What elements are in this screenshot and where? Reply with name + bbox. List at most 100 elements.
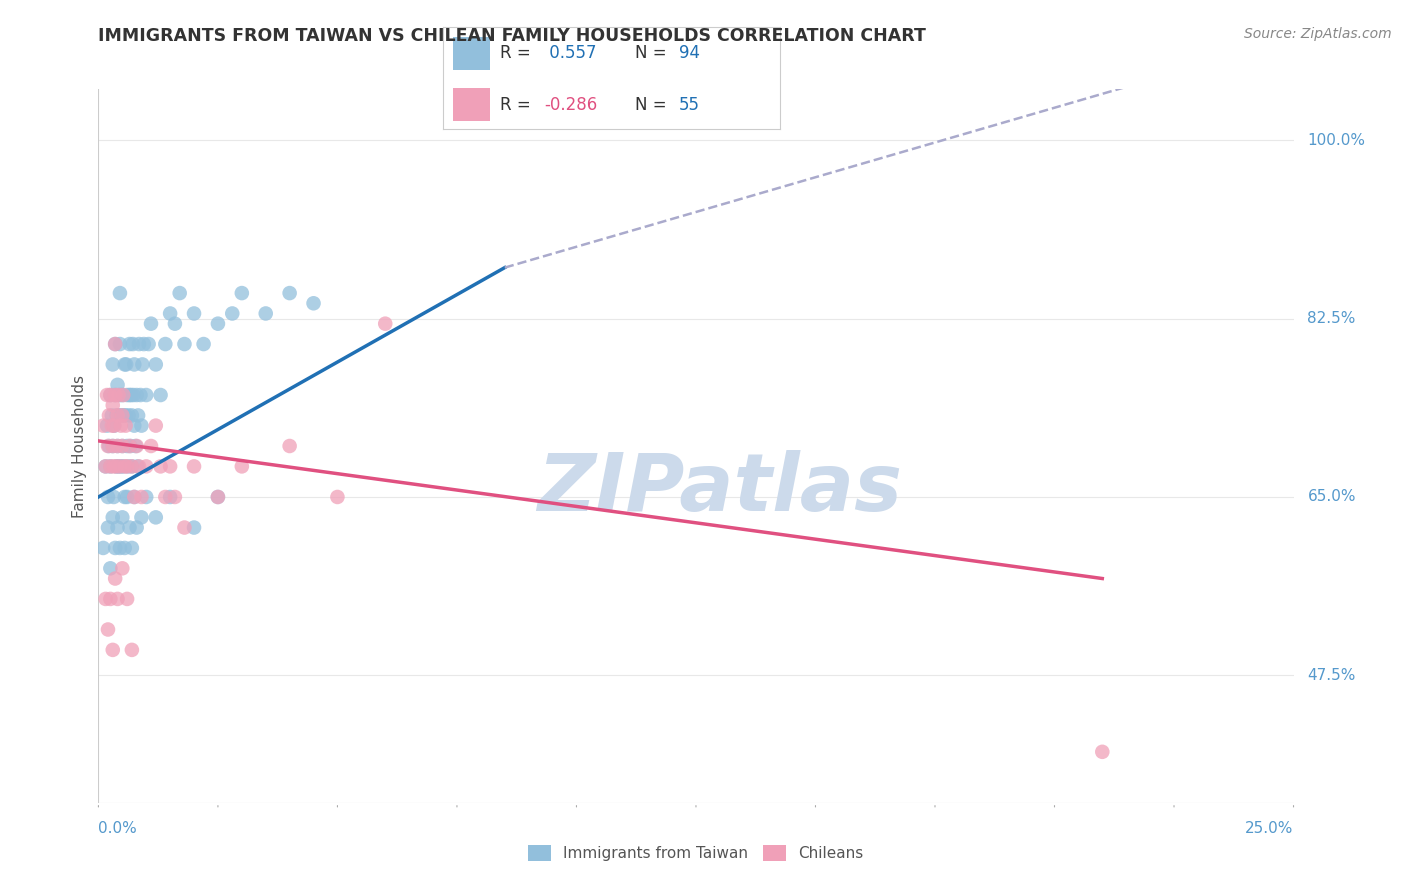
Point <box>221 306 243 320</box>
Point <box>169 286 191 301</box>
Point <box>159 459 181 474</box>
Point <box>115 459 138 474</box>
Point <box>125 439 148 453</box>
Point <box>120 439 142 453</box>
Point <box>193 337 215 351</box>
Point <box>115 388 138 402</box>
Point <box>118 337 141 351</box>
Text: 0.0%: 0.0% <box>98 822 138 837</box>
Point <box>107 439 129 453</box>
Point <box>128 459 150 474</box>
Point <box>101 439 124 453</box>
Point <box>278 286 301 301</box>
Point <box>125 520 148 534</box>
Point <box>96 388 118 402</box>
Point <box>121 541 143 555</box>
Point <box>98 459 122 474</box>
Point <box>104 337 127 351</box>
Point <box>131 358 153 372</box>
Point <box>103 418 125 433</box>
Text: IMMIGRANTS FROM TAIWAN VS CHILEAN FAMILY HOUSEHOLDS CORRELATION CHART: IMMIGRANTS FROM TAIWAN VS CHILEAN FAMILY… <box>98 27 927 45</box>
Point <box>155 490 177 504</box>
Point <box>124 490 146 504</box>
Bar <box>453 88 491 121</box>
Point <box>115 490 138 504</box>
Point <box>207 490 229 504</box>
Point <box>103 490 125 504</box>
Point <box>117 409 139 423</box>
Text: 0.557: 0.557 <box>544 45 596 62</box>
Point <box>207 490 229 504</box>
Point <box>110 409 132 423</box>
Point <box>104 337 127 351</box>
Point <box>183 520 205 534</box>
Point <box>108 459 131 474</box>
Point <box>111 510 134 524</box>
Point <box>114 459 136 474</box>
Point <box>97 623 120 637</box>
Point <box>121 643 143 657</box>
Point <box>115 439 138 453</box>
Point <box>104 541 127 555</box>
Point <box>97 490 120 504</box>
Point <box>145 418 167 433</box>
Point <box>107 409 129 423</box>
Point <box>98 561 122 575</box>
Point <box>98 459 122 474</box>
Point <box>105 459 128 474</box>
Text: -0.286: -0.286 <box>544 95 598 113</box>
Point <box>108 409 131 423</box>
Point <box>105 409 128 423</box>
Point <box>114 358 136 372</box>
Bar <box>453 37 491 70</box>
Point <box>108 286 131 301</box>
Point <box>111 561 134 575</box>
Point <box>107 439 129 453</box>
Point <box>101 398 124 412</box>
Point <box>118 388 141 402</box>
Text: ZIPatlas: ZIPatlas <box>537 450 903 528</box>
Point <box>117 459 139 474</box>
Text: 82.5%: 82.5% <box>1308 311 1355 326</box>
Point <box>254 306 277 320</box>
Point <box>101 358 124 372</box>
Text: R =: R = <box>501 95 536 113</box>
Point <box>1091 745 1114 759</box>
Point <box>107 520 129 534</box>
Point <box>114 490 136 504</box>
Point <box>114 418 136 433</box>
Text: 65.0%: 65.0% <box>1308 490 1355 505</box>
Point <box>135 388 157 402</box>
Text: N =: N = <box>636 95 672 113</box>
Point <box>112 459 135 474</box>
Point <box>107 459 129 474</box>
Point <box>128 337 150 351</box>
Point <box>131 490 153 504</box>
Point <box>97 439 120 453</box>
Point <box>111 388 134 402</box>
Point <box>97 409 120 423</box>
Point <box>121 459 143 474</box>
Point <box>97 439 120 453</box>
Point <box>104 388 127 402</box>
Point <box>131 418 153 433</box>
Point <box>207 317 229 331</box>
Point <box>127 409 149 423</box>
Point <box>326 490 349 504</box>
Point <box>127 459 149 474</box>
Point <box>302 296 325 310</box>
Text: N =: N = <box>636 45 672 62</box>
Point <box>121 337 143 351</box>
Point <box>101 510 124 524</box>
Point <box>101 439 124 453</box>
Point <box>118 439 141 453</box>
Point <box>97 520 120 534</box>
Point <box>139 439 162 453</box>
Point <box>98 388 122 402</box>
Point <box>98 388 122 402</box>
Point <box>374 317 396 331</box>
Point <box>107 377 129 392</box>
Point <box>114 409 136 423</box>
Point <box>135 490 157 504</box>
Point <box>111 439 134 453</box>
